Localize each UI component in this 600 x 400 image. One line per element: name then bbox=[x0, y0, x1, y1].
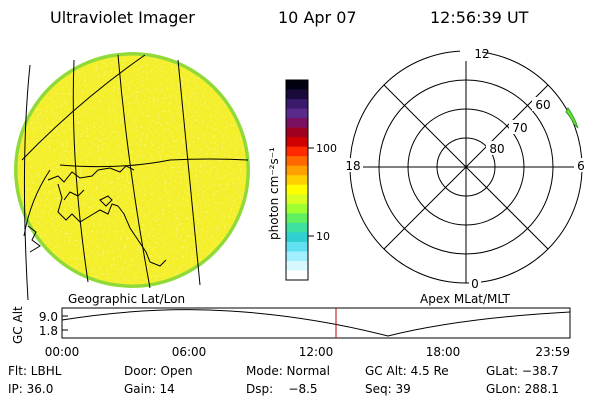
colorbar-band bbox=[286, 184, 308, 195]
colorbar-band bbox=[286, 137, 308, 148]
altitude-curve bbox=[61, 309, 571, 337]
colorbar-band bbox=[286, 222, 308, 233]
colorbar-band bbox=[286, 194, 308, 205]
info-glat: GLat: −38.7 bbox=[486, 364, 559, 378]
colorbar-band bbox=[286, 175, 308, 186]
colorbar-band bbox=[286, 165, 308, 176]
colorbar-band bbox=[286, 203, 308, 214]
mlat-label-70: 70 bbox=[512, 121, 527, 135]
mlat-label-60: 60 bbox=[535, 98, 550, 112]
alt-ytick-1.8: 1.8 bbox=[39, 324, 58, 338]
info-seq: Seq: 39 bbox=[365, 382, 411, 396]
mlt-label-0: 0 bbox=[471, 277, 479, 291]
colorbar-band bbox=[286, 108, 308, 119]
mlt-label-18: 18 bbox=[345, 159, 360, 173]
info-ip: IP: 36.0 bbox=[8, 382, 54, 396]
info-glon: GLon: 288.1 bbox=[486, 382, 559, 396]
date-label: 10 Apr 07 bbox=[278, 8, 357, 27]
time-label: 12:56:39 UT bbox=[430, 8, 529, 27]
colorbar-band bbox=[286, 260, 308, 272]
info-dsp: Dsp: −8.5 bbox=[246, 382, 318, 396]
apex-panel-label: Apex MLat/MLT bbox=[420, 292, 510, 306]
app-title: Ultraviolet Imager bbox=[50, 8, 195, 27]
colorbar-band bbox=[286, 89, 308, 100]
alt-xtick-1200: 12:00 bbox=[299, 345, 334, 359]
mlt-label-6: 6 bbox=[577, 159, 585, 173]
colorbar-band bbox=[286, 156, 308, 167]
colorbar-band bbox=[286, 118, 308, 129]
geographic-panel-label: Geographic Lat/Lon bbox=[68, 292, 186, 306]
colorbar-band bbox=[286, 80, 308, 91]
colorbar-band bbox=[286, 270, 308, 281]
colorbar-band bbox=[286, 213, 308, 224]
alt-xtick-1800: 18:00 bbox=[426, 345, 461, 359]
mlt-label-12: 12 bbox=[474, 47, 489, 61]
alt-ylabel: GC Alt bbox=[11, 306, 25, 344]
coastline bbox=[27, 165, 167, 267]
alt-xtick-0000: 00:00 bbox=[45, 345, 80, 359]
alt-xtick-2359: 23:59 bbox=[535, 345, 570, 359]
colorbar-tick-label-100: 100 bbox=[316, 142, 337, 155]
lat-lon-grid bbox=[21, 54, 249, 301]
colorbar-band bbox=[286, 251, 308, 262]
colorbar-band bbox=[286, 127, 308, 138]
altitude-plot-frame bbox=[61, 307, 571, 339]
colorbar-unit-label: photon cm⁻²s⁻¹ bbox=[267, 147, 281, 240]
info-filter: Flt: LBHL bbox=[8, 364, 62, 378]
colorbar-band bbox=[286, 232, 308, 243]
colorbar-tick-label-10: 10 bbox=[316, 230, 330, 243]
polar-auroral-patch bbox=[565, 107, 579, 129]
alt-xtick-0600: 06:00 bbox=[172, 345, 207, 359]
mlat-label-80: 80 bbox=[489, 142, 504, 156]
colorbar-band bbox=[286, 241, 308, 253]
info-gain: Gain: 14 bbox=[124, 382, 175, 396]
colorbar-band bbox=[286, 99, 308, 110]
alt-ytick-9: 9.0 bbox=[39, 310, 58, 324]
colorbar-band bbox=[286, 146, 308, 157]
info-gc-alt: GC Alt: 4.5 Re bbox=[365, 364, 449, 378]
info-door: Door: Open bbox=[124, 364, 193, 378]
info-mode: Mode: Normal bbox=[246, 364, 330, 378]
